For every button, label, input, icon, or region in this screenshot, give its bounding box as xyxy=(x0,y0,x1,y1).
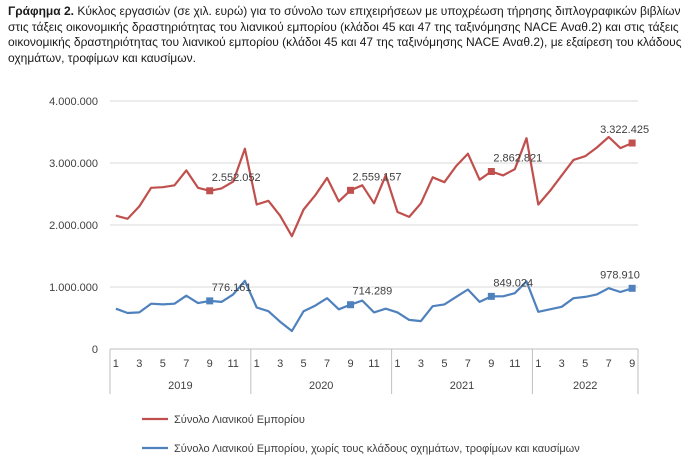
y-tick-label: 1.000.000 xyxy=(49,282,98,294)
data-point-marker xyxy=(206,187,214,195)
x-tick-label: 5 xyxy=(160,358,166,370)
x-tick-label: 5 xyxy=(441,358,447,370)
data-label: 714.289 xyxy=(353,286,393,298)
y-tick-label: 3.000.000 xyxy=(49,158,98,170)
x-tick-label: 7 xyxy=(183,358,189,370)
x-tick-label: 7 xyxy=(606,358,612,370)
x-tick-label: 3 xyxy=(277,358,283,370)
data-label: 2.862.821 xyxy=(493,153,542,165)
caption-label: Γράφημα 2. xyxy=(8,4,74,18)
series-line-2 xyxy=(115,279,633,333)
line-chart: 0 1.000.000 2.000.000 3.000.000 4.000.000 1 3 5… xyxy=(49,96,649,455)
data-point-marker xyxy=(628,139,636,147)
x-tick-label: 7 xyxy=(465,358,471,370)
data-point-marker xyxy=(487,292,495,300)
data-point-marker xyxy=(487,168,495,176)
x-tick-label: 1 xyxy=(113,358,119,370)
x-tick-label: 1 xyxy=(535,358,541,370)
data-label: 849.024 xyxy=(493,277,533,289)
x-tick-label: 1 xyxy=(254,358,260,370)
x-tick-label: 9 xyxy=(207,358,213,370)
year-label: 2020 xyxy=(309,380,333,392)
x-tick-label: 11 xyxy=(227,358,238,370)
y-tick-label: 0 xyxy=(92,344,98,356)
data-label: 978.910 xyxy=(600,269,640,281)
data-point-marker xyxy=(347,186,355,194)
x-tick-label: 9 xyxy=(347,358,353,370)
y-tick-label: 4.000.000 xyxy=(49,96,98,108)
data-label: 2.552.052 xyxy=(212,172,261,184)
data-label: 2.559.157 xyxy=(353,171,402,183)
data-point-marker xyxy=(347,301,355,309)
legend-entry-1: Σύνολο Λιανικού Εμπορίου xyxy=(174,414,305,426)
year-label: 2022 xyxy=(573,380,597,392)
year-label: 2021 xyxy=(450,380,474,392)
data-point-marker xyxy=(206,297,214,305)
data-label: 776.161 xyxy=(212,282,252,294)
data-point-marker xyxy=(628,284,636,292)
x-tick-label: 11 xyxy=(509,358,520,370)
x-tick-label: 11 xyxy=(368,358,379,370)
x-tick-label: 5 xyxy=(582,358,588,370)
legend-entry-2: Σύνολο Λιανικού Εμπορίου, χωρίς τους κλά… xyxy=(174,443,580,455)
x-tick-label: 7 xyxy=(324,358,330,370)
x-tick-label: 9 xyxy=(629,358,635,370)
y-tick-label: 2.000.000 xyxy=(49,220,98,232)
chart-container: 0 1.000.000 2.000.000 3.000.000 4.000.000 1 3 5… xyxy=(0,70,700,471)
data-label: 3.322.425 xyxy=(600,124,649,136)
x-tick-label: 3 xyxy=(136,358,142,370)
caption-text: Κύκλος εργασιών (σε χιλ. ευρώ) για το σύ… xyxy=(8,4,682,65)
x-tick-label: 1 xyxy=(394,358,400,370)
series-line-1 xyxy=(115,135,633,238)
x-tick-label: 9 xyxy=(488,358,494,370)
x-tick-label: 3 xyxy=(418,358,424,370)
year-label: 2019 xyxy=(168,380,192,392)
chart-caption: Γράφημα 2. Κύκλος εργασιών (σε χιλ. ευρώ… xyxy=(8,4,692,66)
x-tick-label: 3 xyxy=(559,358,565,370)
x-tick-label: 5 xyxy=(301,358,307,370)
